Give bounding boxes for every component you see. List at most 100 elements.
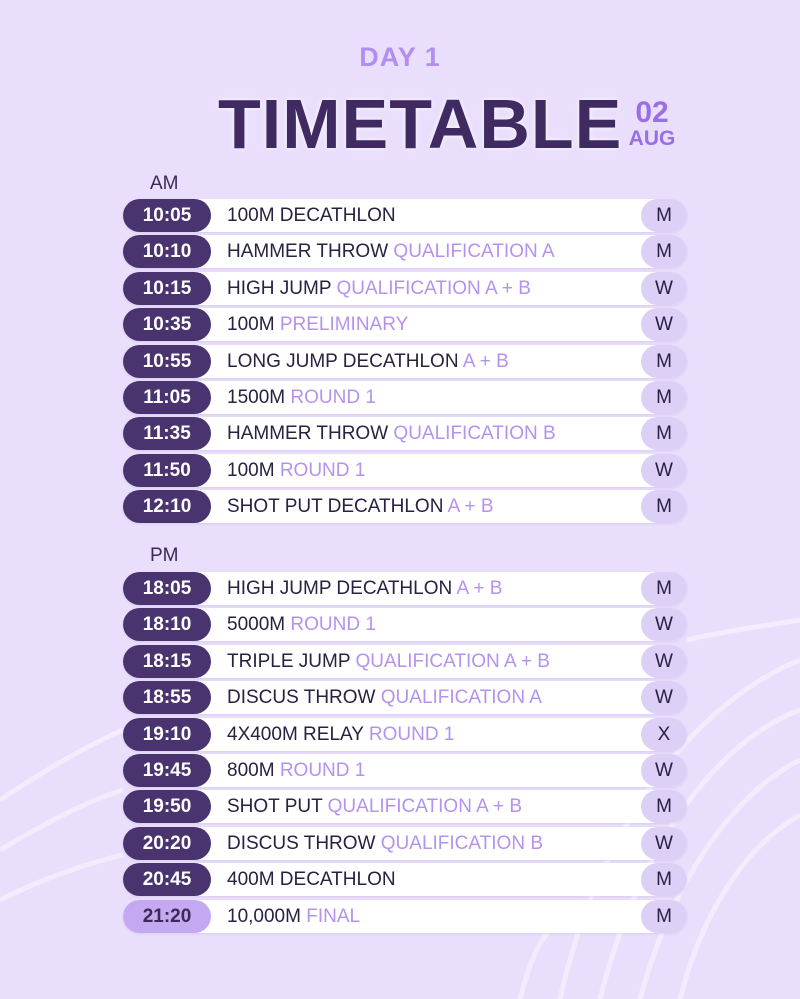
time-pill: 18:10 [123,608,211,642]
event-detail-text: QUALIFICATION A [393,241,555,263]
event-detail-text: QUALIFICATION A + B [355,650,550,672]
event-name: HIGH JUMP QUALIFICATION A + B [227,272,531,305]
gender-badge: M [641,863,687,897]
event-main-text: HIGH JUMP DECATHLON [227,578,453,599]
time-pill: 19:50 [123,790,211,824]
event-main-text: HIGH JUMP [227,277,332,299]
event-detail-text: QUALIFICATION A [380,687,542,709]
event-detail-text: PRELIMINARY [279,314,409,336]
event-name: SHOT PUT QUALIFICATION A + B [227,790,522,823]
date-badge: 02 AUG [622,98,682,150]
event-main-text: SHOT PUT [227,796,323,818]
schedule-row: 10:55 LONG JUMP DECATHLON A + B M [123,344,687,378]
gender-badge: M [641,344,687,378]
time-pill: 10:05 [123,199,211,232]
day-label: DAY 1 [359,42,441,72]
time-pill: 10:35 [123,308,211,342]
event-main-text: 400M DECATHLON [227,869,396,891]
time-pill: 18:15 [123,644,211,678]
event-main-text: 4X400M RELAY [227,723,364,745]
time-pill: 19:45 [123,753,211,787]
event-main-text: 1500M [227,386,286,408]
time-pill: 20:20 [123,826,211,860]
am-section-label: AM [150,173,179,194]
event-main-text: 100M [227,459,275,481]
gender-badge: X [641,717,687,751]
event-name: 800M ROUND 1 [227,754,365,787]
event-name: 1500M ROUND 1 [227,381,376,414]
event-main-text: 10,000M [227,905,301,927]
schedule-row: 19:50 SHOT PUT QUALIFICATION A + B M [123,790,687,824]
gender-badge: M [641,199,687,232]
event-name: SHOT PUT DECATHLON A + B [227,490,494,523]
event-main-text: 100M [227,314,275,336]
event-detail-text: FINAL [306,905,361,927]
event-name: 400M DECATHLON [227,863,396,896]
time-pill: 10:10 [123,235,211,269]
time-pill: 11:35 [123,417,211,451]
event-name: HAMMER THROW QUALIFICATION A [227,235,555,268]
gender-badge: W [641,826,687,860]
schedule-row: 18:05 HIGH JUMP DECATHLON A + B M [123,572,687,605]
event-detail-text: A + B [447,496,494,518]
event-detail-text: A + B [456,578,503,599]
gender-badge: W [641,681,687,715]
event-name: 5000M ROUND 1 [227,608,376,641]
time-pill: 20:45 [123,863,211,897]
event-detail-text: ROUND 1 [368,723,455,745]
event-detail-text: QUALIFICATION B [380,832,543,854]
time-pill: 19:10 [123,717,211,751]
gender-badge: W [641,753,687,787]
schedule-row: 11:35 HAMMER THROW QUALIFICATION B M [123,417,687,451]
event-name: DISCUS THROW QUALIFICATION B [227,827,543,860]
schedule-row: 19:45 800M ROUND 1 W [123,753,687,787]
event-name: LONG JUMP DECATHLON A + B [227,345,509,378]
pm-section-label: PM [150,545,179,566]
schedule-row: 20:45 400M DECATHLON M [123,863,687,897]
time-pill: 11:50 [123,453,211,487]
event-name: DISCUS THROW QUALIFICATION A [227,681,542,714]
event-name: 100M DECATHLON [227,199,396,232]
event-main-text: LONG JUMP DECATHLON [227,350,459,372]
gender-badge: W [641,453,687,487]
event-main-text: DISCUS THROW [227,832,376,854]
event-name: 10,000M FINAL [227,900,360,933]
time-pill: 12:10 [123,490,211,524]
schedule-row: 21:20 10,000M FINAL M [123,899,687,933]
event-main-text: 800M [227,759,275,781]
event-main-text: HAMMER THROW [227,241,389,263]
gender-badge: M [641,417,687,451]
event-detail-text: ROUND 1 [290,386,376,408]
gender-badge: W [641,608,687,642]
event-name: 4X400M RELAY ROUND 1 [227,718,454,751]
event-main-text: 100M DECATHLON [227,205,396,226]
event-detail-text: QUALIFICATION A + B [327,796,523,818]
gender-badge: M [641,572,687,605]
pm-schedule-list: 18:05 HIGH JUMP DECATHLON A + B M 18:10 5000… [123,572,687,936]
event-name: HAMMER THROW QUALIFICATION B [227,417,556,450]
schedule-row: 10:10 HAMMER THROW QUALIFICATION A M [123,235,687,269]
event-name: 100M ROUND 1 [227,454,365,487]
event-name: TRIPLE JUMP QUALIFICATION A + B [227,645,550,678]
schedule-row: 10:15 HIGH JUMP QUALIFICATION A + B W [123,271,687,305]
event-detail-text: ROUND 1 [279,459,366,481]
schedule-row: 11:50 100M ROUND 1 W [123,453,687,487]
schedule-row: 18:15 TRIPLE JUMP QUALIFICATION A + B W [123,644,687,678]
gender-badge: W [641,271,687,305]
gender-badge: M [641,790,687,824]
schedule-row: 10:05 100M DECATHLON M [123,199,687,232]
event-detail-text: ROUND 1 [290,614,376,636]
time-pill: 18:05 [123,572,211,605]
gender-badge: M [641,380,687,414]
schedule-row: 18:55 DISCUS THROW QUALIFICATION A W [123,681,687,715]
schedule-row: 20:20 DISCUS THROW QUALIFICATION B W [123,826,687,860]
schedule-row: 11:05 1500M ROUND 1 M [123,380,687,414]
gender-badge: M [641,899,687,933]
event-detail-text: A + B [462,350,509,372]
schedule-row: 10:35 100M PRELIMINARY W [123,308,687,342]
date-month: AUG [628,127,676,150]
time-pill: 18:55 [123,681,211,715]
event-main-text: 5000M [227,614,286,636]
schedule-row: 18:10 5000M ROUND 1 W [123,608,687,642]
time-pill: 10:15 [123,271,211,305]
